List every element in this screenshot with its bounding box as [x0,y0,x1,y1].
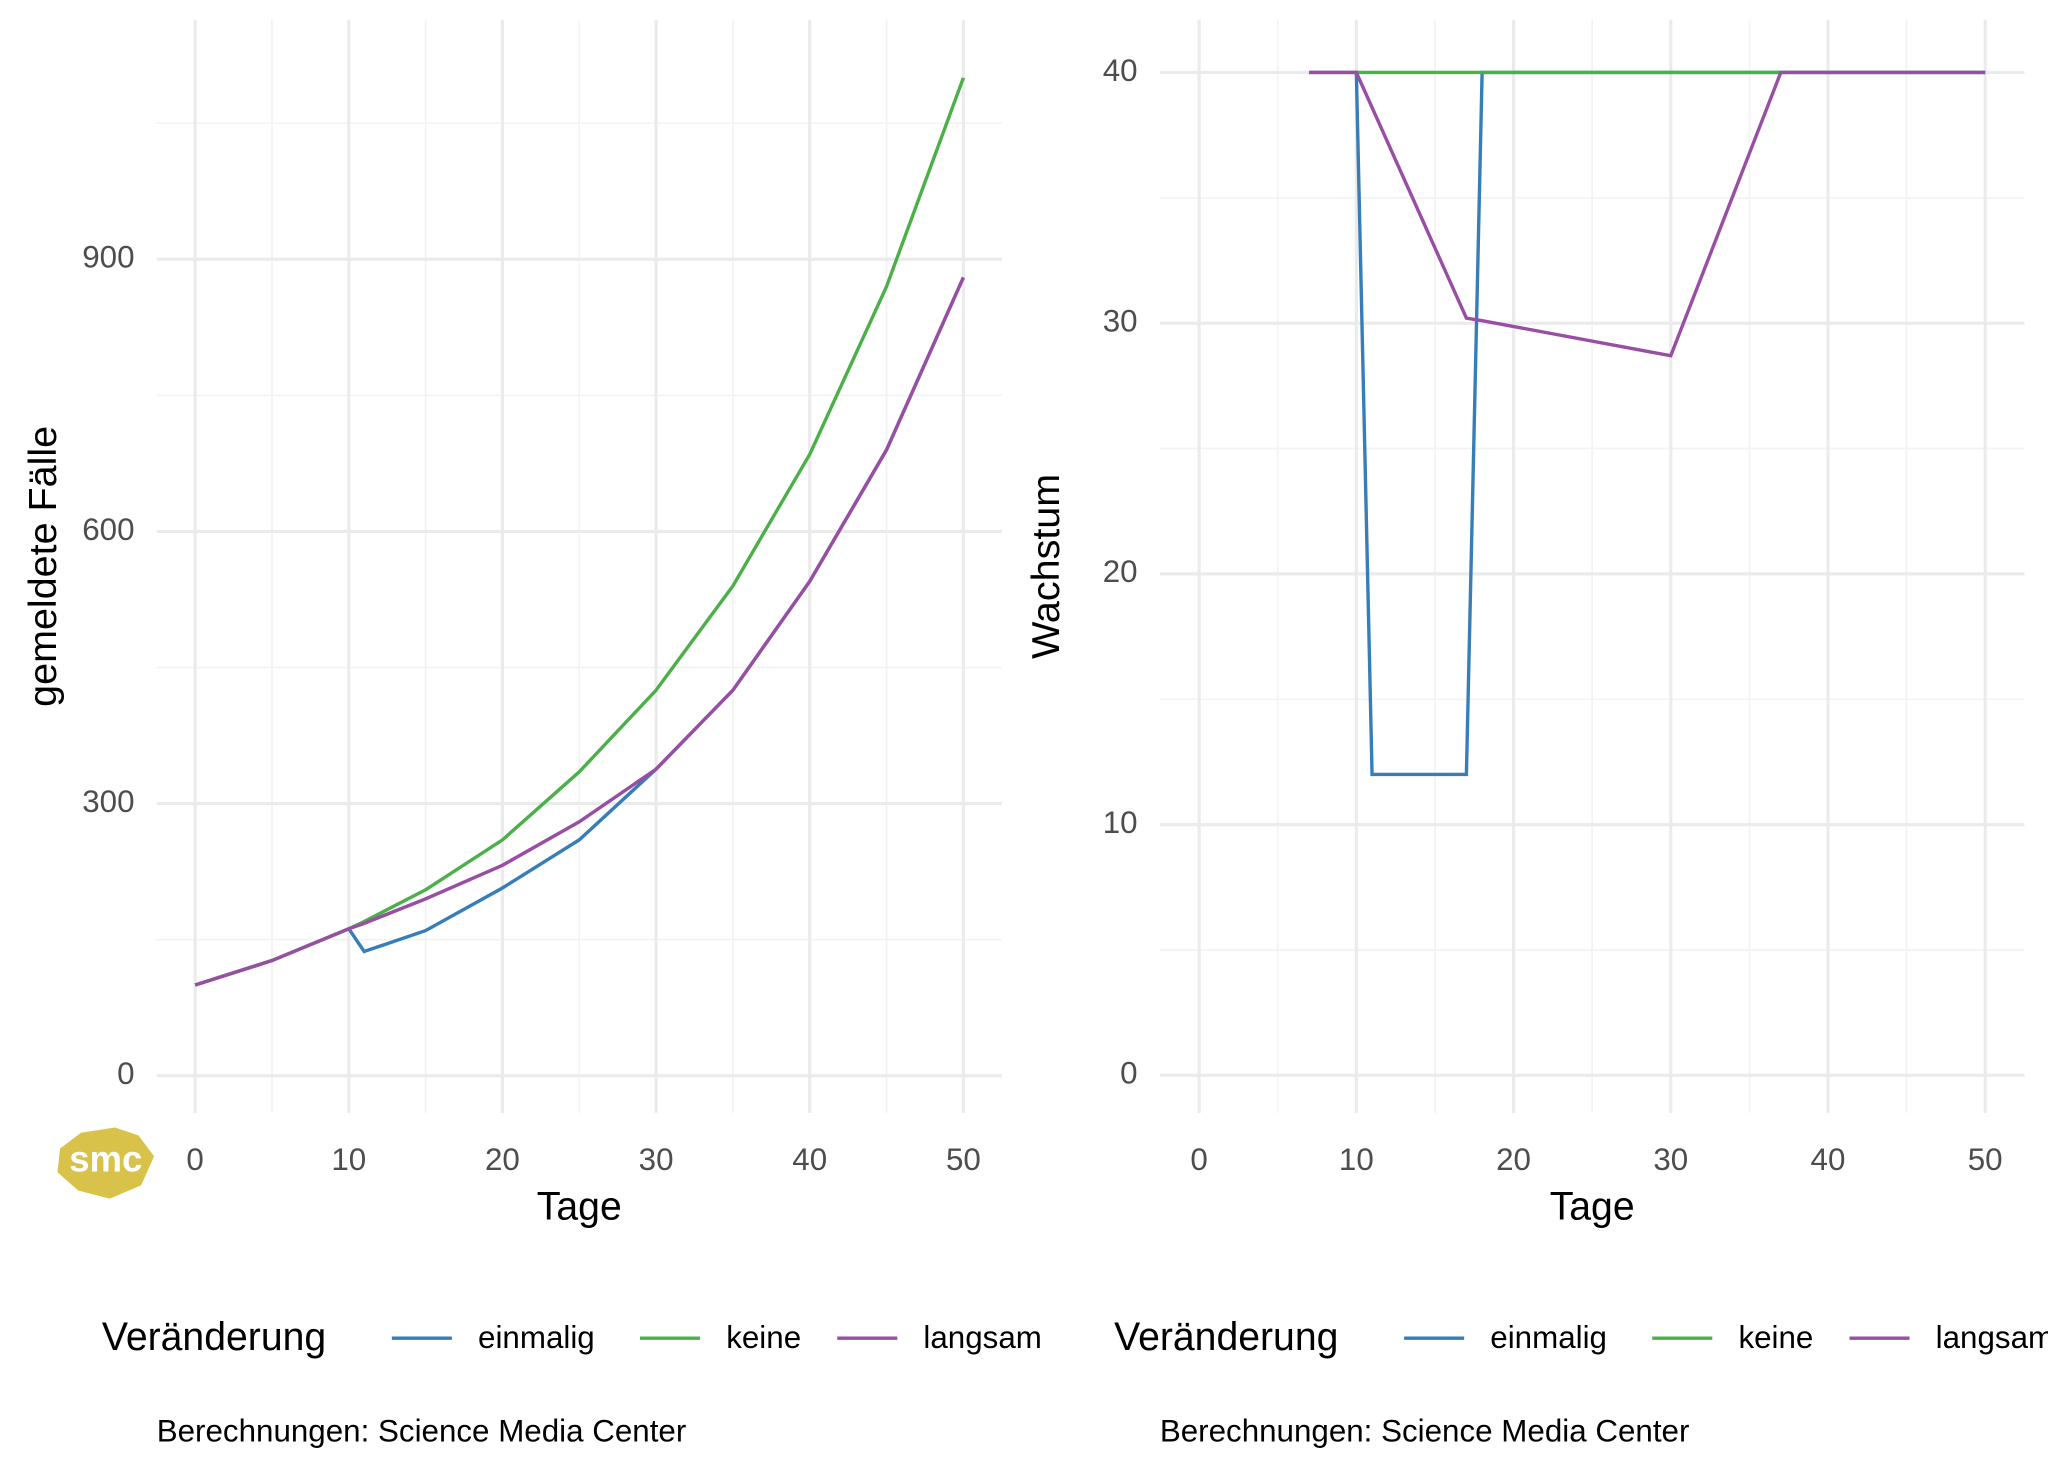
x-tick-label: 0 [186,1142,203,1177]
y-tick-label: 900 [82,239,134,274]
line-series [194,276,965,987]
x-tick-label: 0 [1190,1142,1207,1177]
x-tick-label: 10 [1339,1142,1374,1177]
legend-label: langsam [923,1320,1041,1355]
x-axis-title: Tage [537,1184,622,1228]
x-axis-title: Tage [1550,1184,1635,1228]
caption: Berechnungen: Science Media Center [157,1413,687,1448]
x-tick-label: 20 [485,1142,520,1177]
logo-shape [57,1127,155,1199]
legend-label: keine [1738,1320,1813,1355]
y-tick-label: 20 [1103,554,1138,589]
logo-text: smc [69,1138,142,1179]
legend-title: Veränderung [1114,1315,1338,1359]
line-series [1309,70,1986,777]
x-tick-label: 50 [946,1142,981,1177]
y-axis-title: Wachstum [1024,474,1068,659]
x-tick-label: 10 [331,1142,366,1177]
x-tick-label: 40 [792,1142,827,1177]
legend-label: keine [726,1320,801,1355]
legend-label: langsam [1936,1320,2048,1355]
caption: Berechnungen: Science Media Center [1160,1413,1690,1448]
x-tick-label: 40 [1811,1142,1846,1177]
logo: smc [57,1127,155,1199]
x-tick-label: 30 [1653,1142,1688,1177]
legend-label: einmalig [1490,1320,1607,1355]
legend-title: Veränderung [102,1315,326,1359]
y-tick-label: 0 [1120,1056,1137,1091]
line-series [1309,70,1986,358]
y-tick-label: 0 [117,1056,134,1091]
x-tick-label: 50 [1968,1142,2003,1177]
y-tick-label: 30 [1103,303,1138,338]
x-tick-label: 30 [639,1142,674,1177]
panel: 0 10 20 30 40 0 10 20 30 40 50 Tage Wachstum einmalig… [1024,19,2048,1448]
y-tick-label: 600 [82,512,134,547]
y-tick-label: 10 [1103,805,1138,840]
x-tick-label: 20 [1496,1142,1531,1177]
legend-label: einmalig [478,1320,595,1355]
panel: 0 300 600 900 0 10 20 30 40 50 Tage gemeldete Fälle… [21,19,1042,1448]
y-axis-title: gemeldete Fälle [21,426,65,707]
y-tick-label: 40 [1103,53,1138,88]
y-tick-label: 300 [82,784,134,819]
